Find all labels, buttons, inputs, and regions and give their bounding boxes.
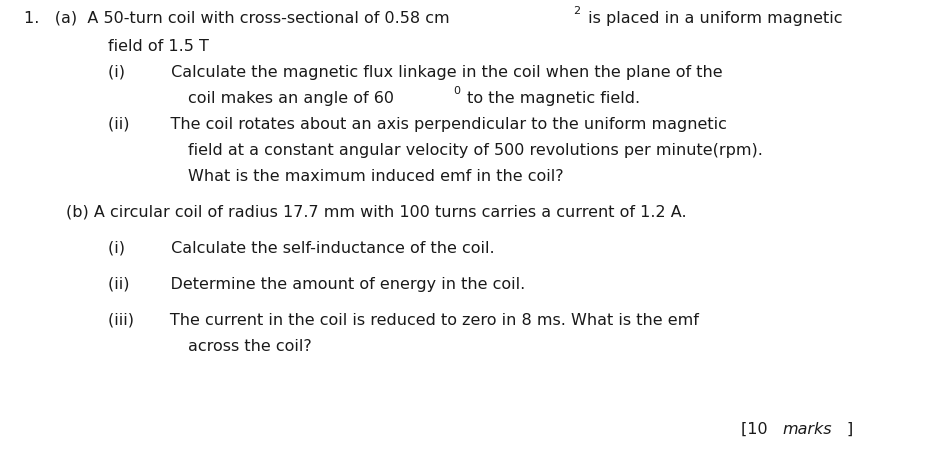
Text: across the coil?: across the coil?: [188, 340, 311, 354]
Text: to the magnetic field.: to the magnetic field.: [462, 91, 641, 105]
Text: 1.   (a)  A 50-turn coil with cross-sectional of 0.58 cm: 1. (a) A 50-turn coil with cross-section…: [24, 11, 450, 26]
Text: field at a constant angular velocity of 500 revolutions per minute(rpm).: field at a constant angular velocity of …: [188, 143, 763, 158]
Text: (b) A circular coil of radius 17.7 mm with 100 turns carries a current of 1.2 A.: (b) A circular coil of radius 17.7 mm wi…: [66, 204, 687, 219]
Text: is placed in a uniform magnetic: is placed in a uniform magnetic: [582, 11, 842, 26]
Text: 2: 2: [573, 6, 581, 16]
Text: (ii)        The coil rotates about an axis perpendicular to the uniform magnetic: (ii) The coil rotates about an axis perp…: [108, 117, 727, 132]
Text: field of 1.5 T: field of 1.5 T: [108, 39, 209, 53]
Text: marks: marks: [782, 422, 832, 437]
Text: (i)         Calculate the magnetic flux linkage in the coil when the plane of th: (i) Calculate the magnetic flux linkage …: [108, 65, 722, 79]
Text: [10: [10: [741, 422, 773, 437]
Text: (iii)       The current in the coil is reduced to zero in 8 ms. What is the emf: (iii) The current in the coil is reduced…: [108, 313, 699, 328]
Text: coil makes an angle of 60: coil makes an angle of 60: [188, 91, 394, 105]
Text: What is the maximum induced emf in the coil?: What is the maximum induced emf in the c…: [188, 169, 563, 184]
Text: (i)         Calculate the self-inductance of the coil.: (i) Calculate the self-inductance of the…: [108, 240, 494, 255]
Text: ]: ]: [846, 422, 853, 437]
Text: (ii)        Determine the amount of energy in the coil.: (ii) Determine the amount of energy in t…: [108, 277, 525, 291]
Text: 0: 0: [453, 86, 461, 96]
